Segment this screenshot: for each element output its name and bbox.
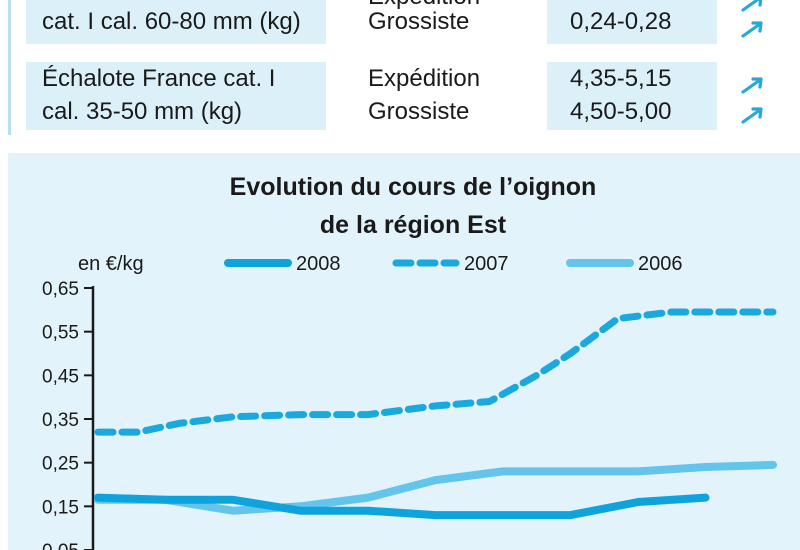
legend-label-2008: 2008	[296, 253, 341, 275]
row-1-stage-1: Expédition	[368, 0, 480, 13]
legend-label-2007: 2007	[464, 253, 509, 275]
row-1-product-line-2: cat. I cal. 60-80 mm (kg)	[42, 8, 301, 35]
y-axis: 0,65 0,55 0,45 0,35 0,25 0,15 0,05	[42, 279, 95, 550]
row-1-stage-2: Grossiste	[368, 8, 470, 35]
y-tick-label: 0,55	[42, 323, 79, 344]
up-arrow-icon	[741, 21, 763, 38]
series-lines	[94, 308, 777, 520]
onion-price-chart: Evolution du cours de l’oignon de la rég…	[8, 153, 800, 550]
row-2-stage-1: Expédition	[368, 65, 481, 92]
up-arrow-icon	[741, 0, 763, 12]
chart-canvas: Evolution du cours de l’oignon de la rég…	[42, 173, 777, 550]
row-2-product-line-1: Échalote France cat. I	[42, 65, 276, 92]
table-left-rule	[8, 0, 11, 135]
y-axis-unit-label: en €/kg	[78, 253, 144, 275]
y-tick-label: 0,15	[42, 497, 79, 518]
row-2-product-line-2: cal. 35-50 mm (kg)	[42, 98, 243, 125]
series-line-2007	[94, 308, 777, 436]
chart-title-line-1: Evolution du cours de l’oignon	[230, 173, 597, 201]
row-1-label-band	[26, 0, 326, 44]
y-tick-label: 0,05	[42, 541, 79, 550]
y-tick-label: 0,35	[42, 410, 79, 431]
y-tick-label: 0,65	[42, 279, 79, 300]
legend-label-2006: 2006	[638, 253, 683, 275]
row-1-price-band	[547, 0, 717, 44]
row-2-price-2: 4,50-5,00	[570, 98, 672, 125]
up-arrow-icon	[741, 77, 763, 94]
price-table: cat. I cal. 60-80 mm (kg) Expédition Gro…	[0, 0, 800, 135]
y-tick-label: 0,45	[42, 366, 79, 387]
chart-title-line-2: de la région Est	[320, 211, 507, 239]
y-tick-label: 0,25	[42, 454, 79, 475]
chart-legend: 2008 2007 2006	[224, 253, 683, 275]
row-2-stage-2: Grossiste	[368, 98, 470, 125]
row-2-price-1: 4,35-5,15	[570, 65, 672, 92]
series-line-2008	[94, 493, 710, 520]
row-2-price-band	[547, 62, 717, 130]
series-line-2006	[94, 460, 777, 515]
row-1-price-2: 0,24-0,28	[570, 8, 672, 35]
row-2-label-band	[26, 62, 326, 130]
up-arrow-icon	[741, 107, 763, 124]
